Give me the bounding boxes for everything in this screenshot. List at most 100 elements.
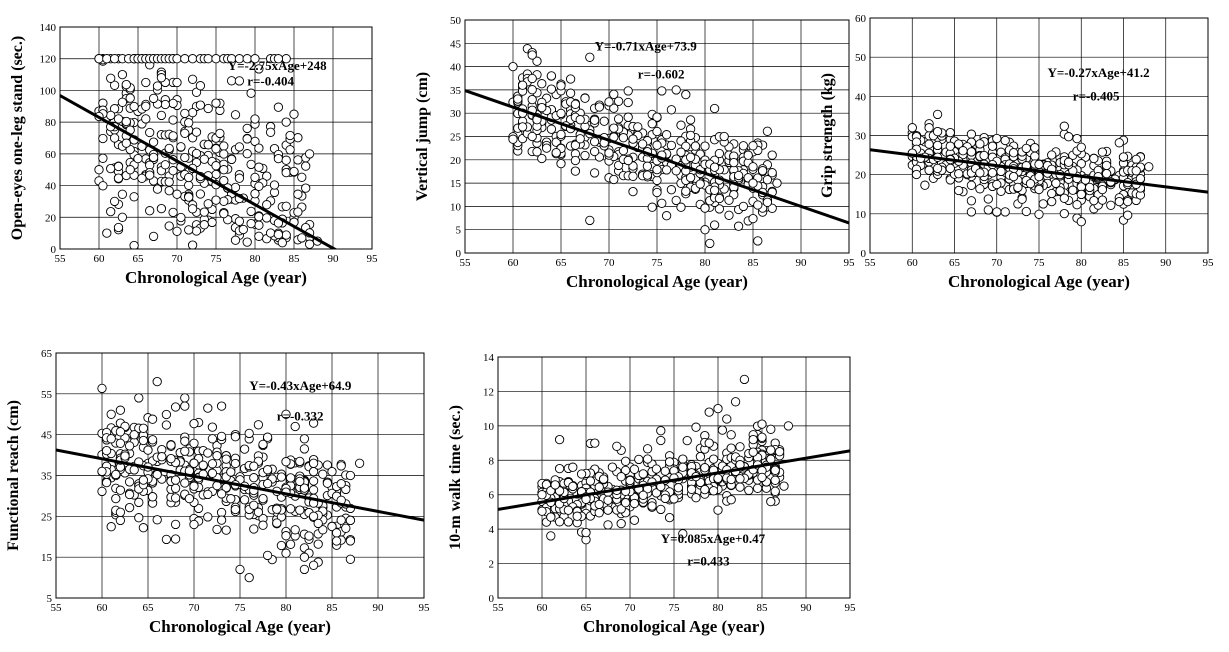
y-tick-label: 45 (450, 38, 462, 50)
data-point (341, 523, 351, 533)
data-point (580, 150, 590, 161)
data-point (308, 458, 319, 468)
data-point (345, 536, 356, 546)
x-tick-label: 75 (669, 602, 681, 614)
data-point (180, 393, 190, 403)
data-point (992, 207, 1002, 217)
data-point (189, 481, 199, 491)
data-point (215, 128, 225, 139)
data-point (156, 203, 167, 214)
data-point (113, 161, 124, 172)
data-point (211, 195, 221, 205)
data-point (681, 141, 691, 151)
data-point (753, 236, 763, 246)
data-point (1034, 184, 1044, 195)
data-point (748, 141, 758, 151)
x-tick-label: 90 (801, 602, 813, 614)
data-point (1030, 143, 1040, 153)
data-point (527, 85, 537, 95)
data-point (1034, 171, 1044, 182)
data-point (590, 438, 600, 448)
data-point (106, 409, 116, 419)
data-point (160, 99, 170, 110)
data-point (180, 446, 190, 456)
data-point (106, 206, 116, 217)
data-point (299, 483, 310, 493)
data-point (772, 178, 782, 188)
x-tick-label: 60 (94, 253, 106, 265)
x-tick-label: 70 (625, 602, 637, 614)
data-point (289, 166, 299, 177)
data-point (1051, 178, 1061, 188)
data-point (203, 448, 213, 458)
data-point (336, 515, 346, 525)
data-point (345, 515, 356, 526)
data-point (109, 54, 120, 64)
data-point (272, 518, 282, 528)
data-point (94, 54, 104, 64)
data-point (134, 513, 144, 523)
data-point (661, 165, 672, 175)
data-point (299, 552, 310, 562)
y-tick-label: 0 (51, 244, 57, 256)
data-point (250, 189, 260, 199)
chart-panel-grip: 55 60 65 70 75 80 85 90 95 0 10 20 30 40 50 60 Chronolog… (819, 13, 1214, 291)
data-point (652, 112, 662, 122)
data-point (134, 497, 144, 508)
data-point (700, 484, 710, 495)
data-point (1013, 182, 1023, 193)
data-point (1076, 142, 1086, 152)
regression-line (56, 448, 424, 522)
data-point (281, 548, 291, 558)
data-point (211, 144, 221, 154)
data-point (98, 181, 108, 191)
data-point (203, 140, 213, 150)
data-point (620, 456, 631, 466)
data-point (594, 508, 604, 518)
data-point (1101, 160, 1112, 171)
data-point (766, 445, 776, 455)
data-point (295, 476, 305, 487)
data-point (613, 96, 624, 106)
data-point (172, 189, 182, 199)
y-axis-title: Functional reach (cm) (5, 400, 22, 551)
data-point (1131, 154, 1141, 165)
plot-frame (55, 352, 425, 599)
data-point (748, 447, 758, 457)
data-point (594, 482, 604, 492)
y-tick-label: 20 (450, 155, 462, 167)
data-point (293, 133, 303, 143)
data-point (671, 85, 681, 95)
x-tick-label: 80 (700, 257, 712, 269)
data-point (191, 226, 202, 236)
data-point (137, 173, 147, 183)
data-point (603, 495, 613, 505)
data-point (254, 162, 264, 172)
data-point (700, 225, 710, 235)
data-point (623, 86, 633, 96)
data-point (1097, 147, 1108, 157)
x-tick-label: 55 (55, 253, 67, 265)
data-point (690, 141, 701, 151)
data-point (958, 146, 968, 156)
y-tick-label: 60 (855, 13, 867, 25)
data-point (932, 126, 943, 137)
data-point (673, 483, 684, 493)
data-point (966, 129, 977, 139)
data-point (594, 499, 604, 510)
data-point (216, 515, 227, 525)
data-point (695, 179, 705, 189)
data-point (575, 115, 585, 125)
data-point (987, 168, 998, 178)
data-point (187, 54, 198, 64)
data-point (709, 162, 720, 172)
x-tick-label: 90 (373, 602, 385, 614)
data-point (537, 506, 547, 516)
data-point (651, 488, 662, 498)
data-point (585, 476, 596, 486)
data-point (945, 127, 955, 138)
data-point (551, 148, 561, 158)
y-tick-label: 8 (489, 455, 495, 467)
data-point (216, 431, 227, 442)
data-point (556, 158, 566, 169)
